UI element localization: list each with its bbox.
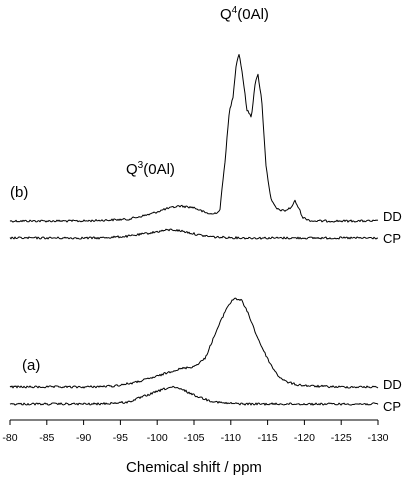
- panel-label-b: (b): [10, 184, 28, 201]
- x-tick-label-8: -120: [294, 432, 315, 444]
- x-tick-label-3: -95: [113, 432, 128, 444]
- x-tick-label-9: -125: [331, 432, 352, 444]
- x-tick-label-5: -105: [183, 432, 204, 444]
- x-tick-label-0: -80: [2, 432, 17, 444]
- spectra-traces: [9, 54, 379, 406]
- trace-b-cp: [9, 228, 378, 240]
- x-axis-ticks: -80 -85 -90 -95 -100 -105 -110 -115 -120 -125 -130: [2, 420, 389, 444]
- trace-label-a-cp: CP: [383, 399, 401, 414]
- trace-b-dd: [9, 54, 379, 223]
- x-tick-label-7: -115: [257, 432, 277, 444]
- trace-label-b-dd: DD: [383, 209, 402, 224]
- x-tick-label-1: -85: [39, 432, 54, 444]
- x-tick-label-2: -90: [76, 432, 91, 444]
- peak-label-q4: Q4(0Al): [220, 5, 269, 23]
- trace-a-dd: [9, 297, 379, 389]
- trace-label-a-dd: DD: [383, 377, 402, 392]
- panel-label-a: (a): [22, 357, 40, 374]
- trace-label-b-cp: CP: [383, 231, 401, 246]
- x-axis-title: Chemical shift / ppm: [126, 459, 262, 476]
- x-tick-label-10: -130: [367, 432, 388, 444]
- trace-a-cp: [9, 385, 379, 406]
- peak-label-q3: Q3(0Al): [126, 160, 175, 178]
- x-tick-label-4: -100: [147, 432, 168, 444]
- x-tick-label-6: -110: [221, 432, 241, 444]
